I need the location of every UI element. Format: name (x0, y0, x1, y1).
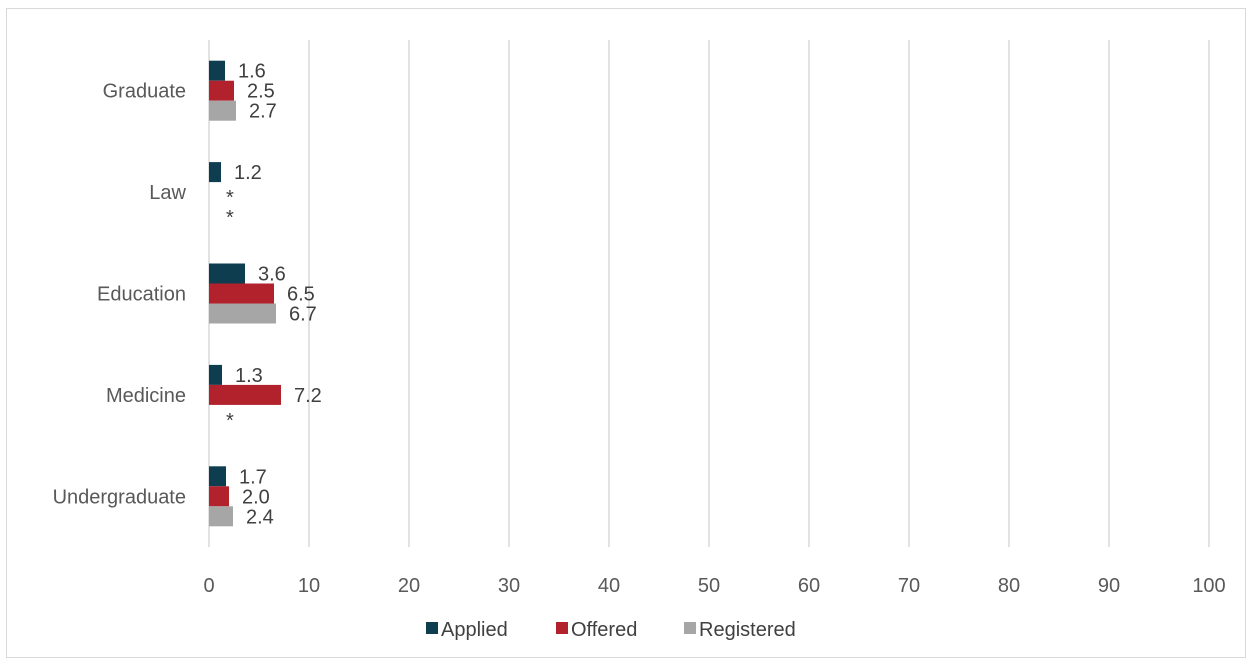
legend-label-registered: Registered (699, 619, 796, 641)
data-label-undergraduate-applied: 1.7 (239, 466, 267, 488)
bar-undergraduate-applied (209, 466, 226, 487)
x-tick-label-100: 100 (1192, 575, 1225, 597)
legend-swatch-registered (684, 622, 696, 634)
data-label-law-offered: * (226, 187, 234, 209)
data-label-undergraduate-offered: 2.0 (242, 486, 270, 508)
bar-undergraduate-registered (209, 506, 233, 527)
x-tick-label-40: 40 (598, 575, 620, 597)
legend-swatch-applied (426, 622, 438, 634)
bar-undergraduate-offered (209, 486, 229, 507)
bar-graduate-applied (209, 60, 225, 81)
x-tick-label-20: 20 (398, 575, 420, 597)
bar-education-offered (209, 283, 274, 304)
bar-graduate-offered (209, 80, 234, 101)
data-label-law-registered: * (226, 207, 234, 229)
x-tick-label-90: 90 (1098, 575, 1120, 597)
data-label-education-applied: 3.6 (258, 264, 286, 286)
bar-law-applied (209, 162, 221, 183)
x-axis: 0 10 20 30 40 50 60 70 80 90 100 (203, 575, 1225, 597)
bar-graduate-registered (209, 100, 236, 121)
y-category-label-undergraduate: Undergraduate (53, 486, 186, 508)
y-category-label-graduate: Graduate (103, 81, 186, 103)
y-category-label-education: Education (97, 284, 186, 306)
bar-medicine-applied (209, 364, 222, 385)
x-tick-label-0: 0 (203, 575, 214, 597)
x-tick-label-80: 80 (998, 575, 1020, 597)
chart-frame: 1.6 2.5 2.7 1.2 * * 3.6 6.5 6.7 1.3 7.2 * 1.7 2.0 2.4 … (6, 8, 1246, 658)
data-label-medicine-offered: 7.2 (294, 385, 322, 407)
data-label-medicine-applied: 1.3 (235, 365, 263, 387)
x-tick-label-50: 50 (698, 575, 720, 597)
x-tick-label-30: 30 (498, 575, 520, 597)
data-label-graduate-registered: 2.7 (249, 101, 277, 123)
y-category-label-medicine: Medicine (106, 385, 186, 407)
bar-medicine-offered (209, 384, 281, 405)
x-tick-label-70: 70 (898, 575, 920, 597)
bar-education-applied (209, 263, 245, 284)
data-label-education-registered: 6.7 (289, 304, 317, 326)
legend: Applied Offered Registered (426, 619, 796, 641)
data-label-graduate-offered: 2.5 (247, 81, 275, 103)
data-label-undergraduate-registered: 2.4 (246, 506, 274, 528)
x-tick-label-60: 60 (798, 575, 820, 597)
data-labels: 1.62.52.71.2**3.66.56.71.37.2*1.72.02.4 (226, 61, 322, 529)
bar-chart: 1.62.52.71.2**3.66.56.71.37.2*1.72.02.4 … (53, 40, 1226, 641)
y-category-label-law: Law (149, 182, 186, 204)
legend-label-applied: Applied (441, 619, 508, 641)
data-label-education-offered: 6.5 (287, 284, 315, 306)
x-tick-label-10: 10 (298, 575, 320, 597)
gridlines (208, 40, 1210, 547)
bar-education-registered (209, 303, 276, 324)
legend-swatch-offered (556, 622, 568, 634)
data-label-graduate-applied: 1.6 (238, 61, 266, 83)
data-label-medicine-registered: * (226, 410, 234, 432)
data-label-law-applied: 1.2 (234, 162, 262, 184)
y-axis: Graduate Law Education Medicine Undergraduat… (53, 81, 187, 509)
legend-label-offered: Offered (571, 619, 637, 641)
bars (209, 60, 281, 527)
